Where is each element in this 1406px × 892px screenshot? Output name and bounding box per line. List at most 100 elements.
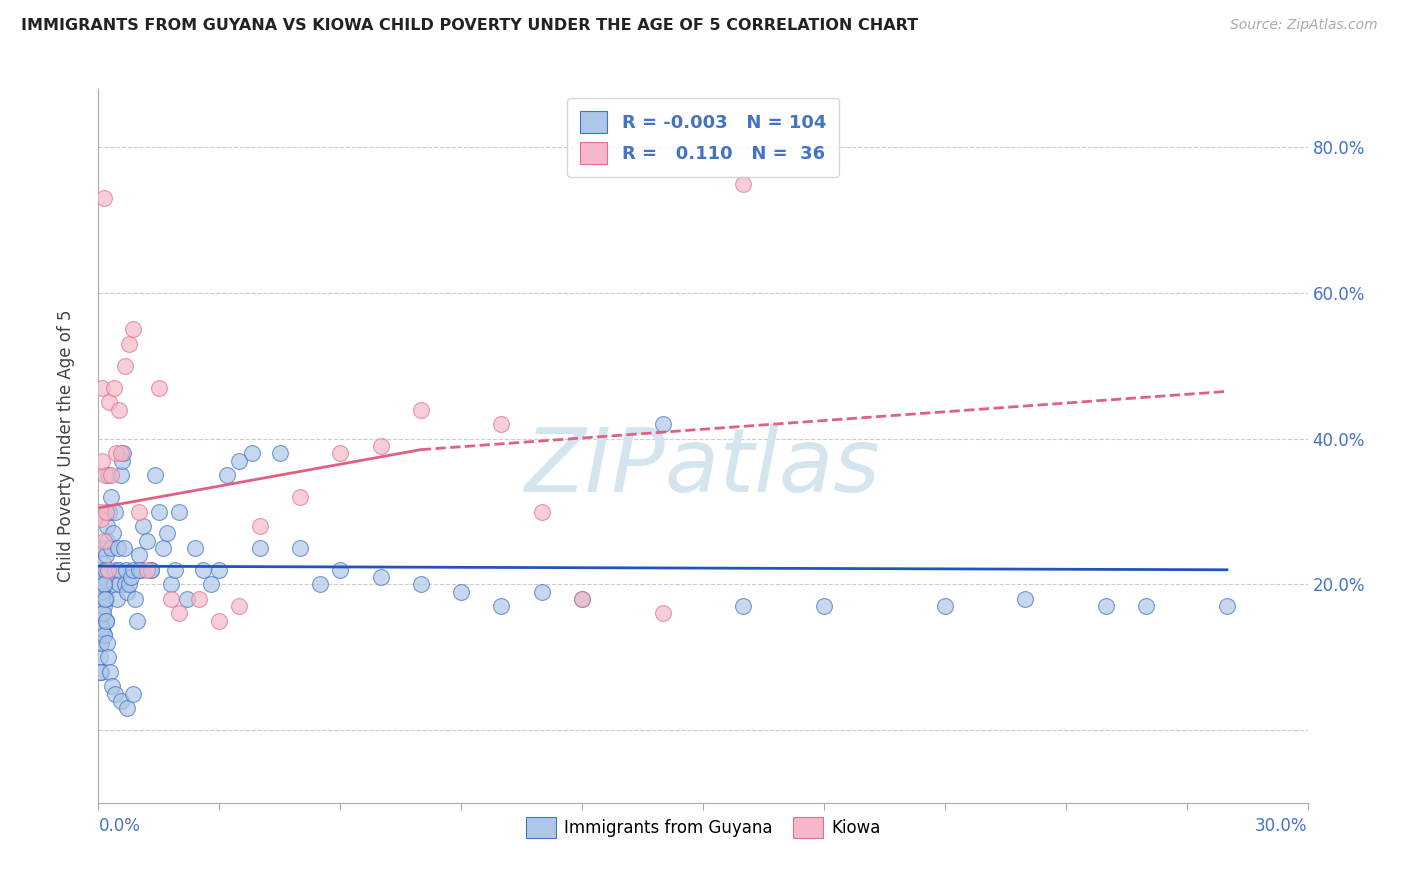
Point xyxy=(111,453,134,467)
Point xyxy=(193,563,215,577)
Point xyxy=(112,541,135,555)
Point xyxy=(114,359,136,373)
Point xyxy=(491,417,513,432)
Point xyxy=(329,446,352,460)
Point xyxy=(93,577,115,591)
Point xyxy=(571,591,593,606)
Point xyxy=(93,533,115,548)
Point xyxy=(121,687,143,701)
Point xyxy=(96,504,118,518)
Y-axis label: Child Poverty Under the Age of 5: Child Poverty Under the Age of 5 xyxy=(56,310,75,582)
Point xyxy=(103,381,125,395)
Point xyxy=(94,591,117,606)
Text: Source: ZipAtlas.com: Source: ZipAtlas.com xyxy=(1230,18,1378,32)
Point xyxy=(90,665,112,679)
Point xyxy=(200,577,222,591)
Point xyxy=(91,541,114,555)
Point xyxy=(89,591,111,606)
Point xyxy=(288,490,311,504)
Point xyxy=(104,687,127,701)
Point xyxy=(91,584,114,599)
Point xyxy=(135,533,157,548)
Point xyxy=(120,570,142,584)
Text: 0.0%: 0.0% xyxy=(98,817,141,836)
Point xyxy=(98,395,121,409)
Point xyxy=(107,577,129,591)
Point xyxy=(105,591,128,606)
Point xyxy=(100,541,122,555)
Point xyxy=(90,635,112,649)
Point xyxy=(107,541,129,555)
Point xyxy=(94,563,117,577)
Point xyxy=(94,614,117,628)
Legend: Immigrants from Guyana, Kiowa: Immigrants from Guyana, Kiowa xyxy=(519,811,887,845)
Point xyxy=(156,526,179,541)
Point xyxy=(93,599,115,614)
Point xyxy=(91,556,114,570)
Point xyxy=(103,563,125,577)
Point xyxy=(813,599,835,614)
Point xyxy=(110,694,132,708)
Point xyxy=(97,563,120,577)
Point xyxy=(124,591,146,606)
Point xyxy=(97,468,120,483)
Point xyxy=(129,563,152,577)
Point xyxy=(90,453,112,467)
Text: 30.0%: 30.0% xyxy=(1256,817,1308,836)
Point xyxy=(101,526,124,541)
Point xyxy=(370,439,392,453)
Point xyxy=(1095,599,1118,614)
Point xyxy=(111,446,134,460)
Point xyxy=(309,577,332,591)
Point xyxy=(176,591,198,606)
Point xyxy=(91,621,114,635)
Point xyxy=(249,541,271,555)
Point xyxy=(96,533,118,548)
Point xyxy=(100,468,122,483)
Point xyxy=(329,563,352,577)
Point xyxy=(651,607,673,621)
Point xyxy=(90,512,112,526)
Point xyxy=(108,563,131,577)
Point xyxy=(1135,599,1157,614)
Point xyxy=(93,191,115,205)
Point xyxy=(97,563,120,577)
Point xyxy=(96,635,118,649)
Point xyxy=(90,635,112,649)
Point xyxy=(167,504,190,518)
Point xyxy=(104,446,127,460)
Point xyxy=(91,607,114,621)
Point xyxy=(135,563,157,577)
Text: IMMIGRANTS FROM GUYANA VS KIOWA CHILD POVERTY UNDER THE AGE OF 5 CORRELATION CHA: IMMIGRANTS FROM GUYANA VS KIOWA CHILD PO… xyxy=(21,18,918,33)
Point xyxy=(530,504,553,518)
Point xyxy=(530,584,553,599)
Point xyxy=(370,570,392,584)
Point xyxy=(107,402,129,417)
Point xyxy=(121,563,143,577)
Point xyxy=(208,614,231,628)
Point xyxy=(128,504,150,518)
Point xyxy=(96,519,118,533)
Point xyxy=(450,584,472,599)
Point xyxy=(217,468,239,483)
Point xyxy=(121,322,143,336)
Point xyxy=(94,468,117,483)
Point xyxy=(90,621,112,635)
Point xyxy=(89,614,111,628)
Point xyxy=(94,577,117,591)
Point xyxy=(128,563,150,577)
Point xyxy=(98,504,121,518)
Point xyxy=(143,468,166,483)
Point xyxy=(139,563,162,577)
Point xyxy=(167,607,190,621)
Point xyxy=(651,417,673,432)
Point xyxy=(94,591,117,606)
Point xyxy=(208,563,231,577)
Point xyxy=(571,591,593,606)
Point xyxy=(114,563,136,577)
Point xyxy=(93,628,115,642)
Text: ZIPatlas: ZIPatlas xyxy=(526,425,880,510)
Point xyxy=(148,504,170,518)
Point xyxy=(240,446,263,460)
Point xyxy=(89,665,111,679)
